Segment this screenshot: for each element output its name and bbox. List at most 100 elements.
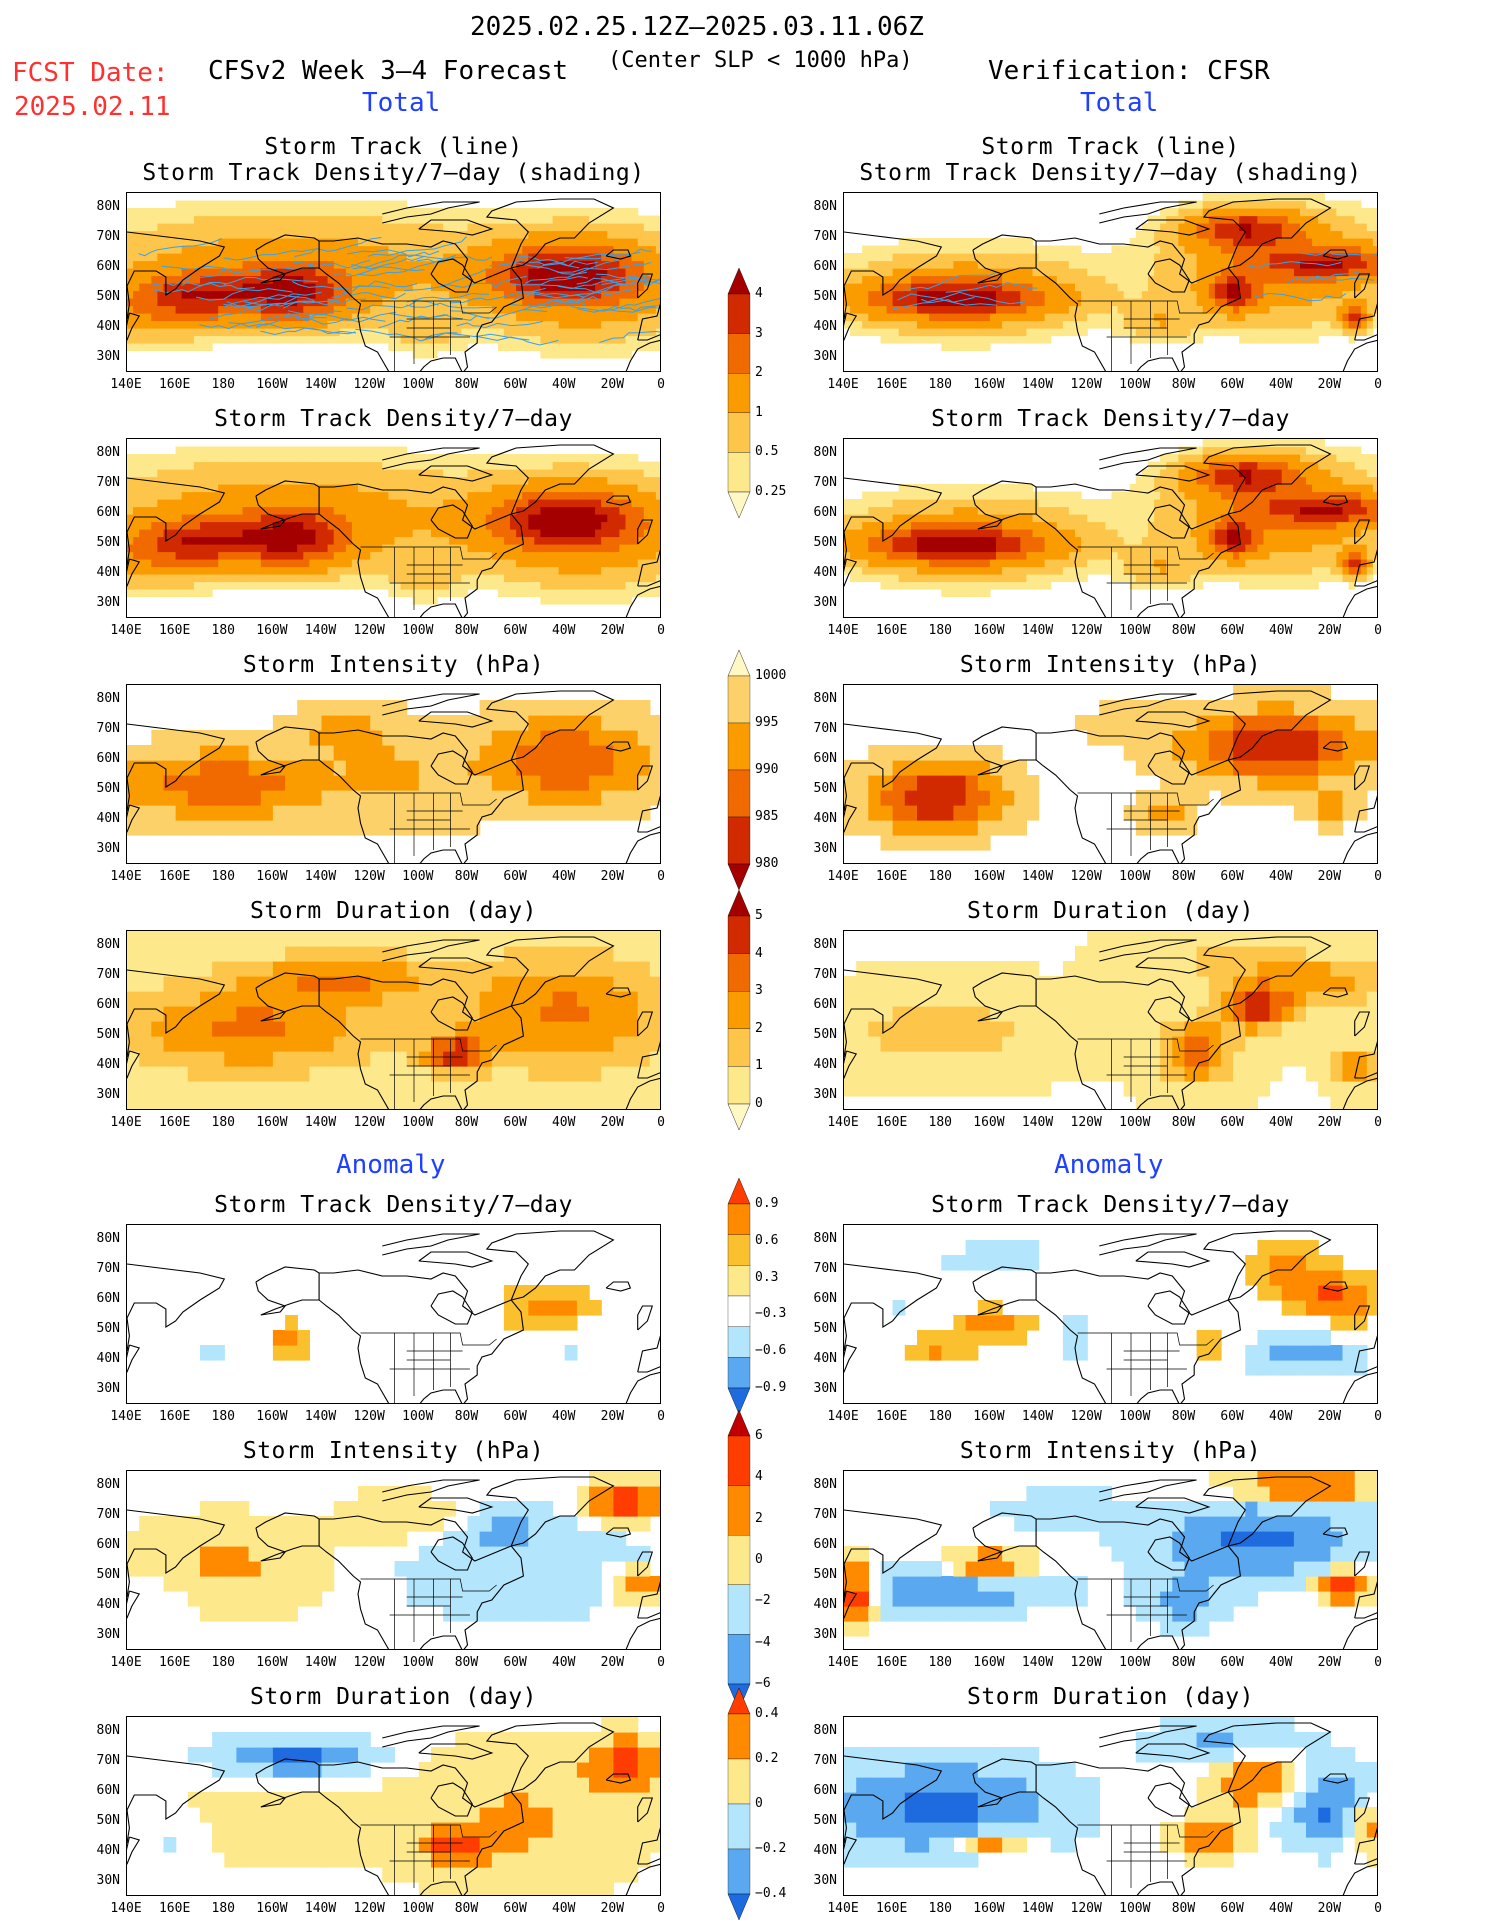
lat-tick-label: 80N: [96, 937, 120, 952]
lat-tick-label: 80N: [813, 691, 837, 706]
coastlines: [844, 198, 1377, 371]
colorbar-label: 6: [755, 1428, 763, 1443]
model-title: CFSv2 Week 3–4 Forecast: [208, 56, 569, 86]
lat-tick-label: 80N: [96, 1231, 120, 1246]
panel-title: Storm Duration (day): [250, 1684, 537, 1710]
lat-tick-label: 60N: [813, 1291, 837, 1306]
panel-title: Storm Intensity (hPa): [242, 1438, 545, 1464]
lon-tick-label: 140E: [827, 377, 859, 392]
lon-tick-label: 160W: [256, 377, 288, 392]
lon-tick-label: 140W: [1021, 1655, 1054, 1670]
map-canvas: [127, 931, 660, 1109]
lon-tick-label: 120W: [353, 869, 385, 884]
lon-tick-label: 120W: [1070, 1901, 1102, 1916]
field-shading: [127, 700, 660, 836]
lat-tick-label: 60N: [96, 1291, 120, 1306]
lat-tick-label: 60N: [96, 505, 120, 520]
lon-tick-label: 140E: [827, 1655, 859, 1670]
political-borders: [1035, 487, 1214, 617]
map-canvas: [844, 931, 1377, 1109]
colorbar-label: −2: [755, 1593, 771, 1609]
colorbar-label: 5: [755, 908, 763, 923]
lon-tick-label: 20W: [1317, 377, 1342, 392]
lon-tick-label: 160W: [256, 1655, 288, 1670]
map-panel-anom_density_obs: [843, 1224, 1378, 1404]
lon-tick-label: 80W: [454, 1901, 479, 1916]
lat-tick-label: 50N: [813, 1813, 837, 1828]
field-shading: [844, 193, 1377, 352]
lat-tick-label: 70N: [96, 475, 120, 490]
colorbar-label: 985: [755, 809, 779, 824]
map-canvas: [844, 193, 1377, 371]
lon-tick-label: 140W: [304, 1655, 337, 1670]
colorbar-label: −6: [755, 1676, 771, 1691]
lon-tick-label: 40W: [1268, 869, 1293, 884]
lat-tick-label: 60N: [813, 997, 837, 1012]
political-borders: [1035, 733, 1214, 863]
lon-tick-label: 0: [657, 1655, 665, 1670]
lat-tick-label: 50N: [813, 535, 837, 550]
political-borders: [1035, 241, 1214, 371]
lon-tick-label: 40W: [551, 869, 576, 884]
coastlines: [844, 690, 1377, 863]
coastlines: [127, 936, 660, 1109]
lon-tick-label: 100W: [1119, 1409, 1151, 1424]
lon-tick-label: 120W: [1070, 1409, 1102, 1424]
panel-title: Storm Track Density/7–day: [214, 1192, 573, 1218]
coastlines: [127, 690, 660, 863]
lat-tick-label: 40N: [96, 319, 120, 334]
colorbar-label: 1: [755, 1058, 763, 1074]
verification-title: Verification: CFSR: [988, 56, 1270, 86]
colorbar-label: −4: [755, 1634, 771, 1650]
lon-tick-label: 20W: [1317, 1115, 1342, 1130]
panel-title: Storm Duration (day): [967, 1684, 1254, 1710]
lon-tick-label: 180: [928, 623, 952, 638]
lon-tick-label: 160E: [875, 869, 908, 884]
field-shading: [844, 685, 1377, 851]
lat-tick-label: 50N: [96, 535, 120, 550]
lat-tick-label: 40N: [813, 1057, 837, 1072]
lon-tick-label: 60W: [503, 377, 527, 392]
map-panel-total_track_fcst: [126, 192, 661, 372]
political-borders: [318, 487, 497, 617]
lon-tick-label: 180: [211, 1409, 235, 1424]
lon-tick-label: 60W: [503, 1901, 527, 1916]
lon-tick-label: 160W: [973, 869, 1005, 884]
lon-tick-label: 120W: [1070, 1115, 1102, 1130]
fcst-date-label: FCST Date:: [12, 58, 169, 88]
colorbar-label: −0.3: [755, 1306, 787, 1322]
lon-tick-label: 80W: [1171, 869, 1196, 884]
lon-tick-label: 120W: [353, 1409, 385, 1424]
map-panel-total_intensity_obs: [843, 684, 1378, 864]
lon-tick-label: 0: [657, 377, 665, 392]
map-canvas: [844, 1471, 1377, 1649]
map-canvas: [127, 1471, 660, 1649]
colorbar-label: 0.9: [755, 1196, 779, 1211]
lon-tick-label: 100W: [402, 1901, 434, 1916]
lon-tick-label: 40W: [1268, 1409, 1293, 1424]
colorbar-label: 995: [755, 715, 779, 730]
lon-tick-label: 140E: [110, 869, 142, 884]
lon-tick-label: 160E: [158, 1655, 191, 1670]
lon-tick-label: 180: [928, 1115, 952, 1130]
lon-tick-label: 140W: [304, 377, 337, 392]
lon-tick-label: 0: [1374, 1655, 1382, 1670]
lon-tick-label: 120W: [1070, 1655, 1102, 1670]
coastlines: [127, 198, 660, 371]
lon-tick-label: 160E: [875, 1409, 908, 1424]
colorbar-duration_anom: [727, 1688, 751, 1920]
map-canvas: [127, 198, 660, 371]
lat-tick-label: 40N: [96, 565, 120, 580]
coastlines: [844, 1230, 1377, 1403]
lon-tick-label: 100W: [402, 623, 434, 638]
lat-tick-label: 40N: [813, 811, 837, 826]
lat-tick-label: 50N: [96, 1321, 120, 1336]
lat-tick-label: 30N: [813, 1627, 837, 1642]
lat-tick-label: 70N: [813, 721, 837, 736]
lon-tick-label: 140E: [110, 1655, 142, 1670]
map-canvas: [127, 1717, 660, 1895]
lon-tick-label: 60W: [503, 623, 527, 638]
lon-tick-label: 160W: [973, 377, 1005, 392]
lon-tick-label: 160W: [256, 1901, 288, 1916]
lon-tick-label: 40W: [1268, 1901, 1293, 1916]
